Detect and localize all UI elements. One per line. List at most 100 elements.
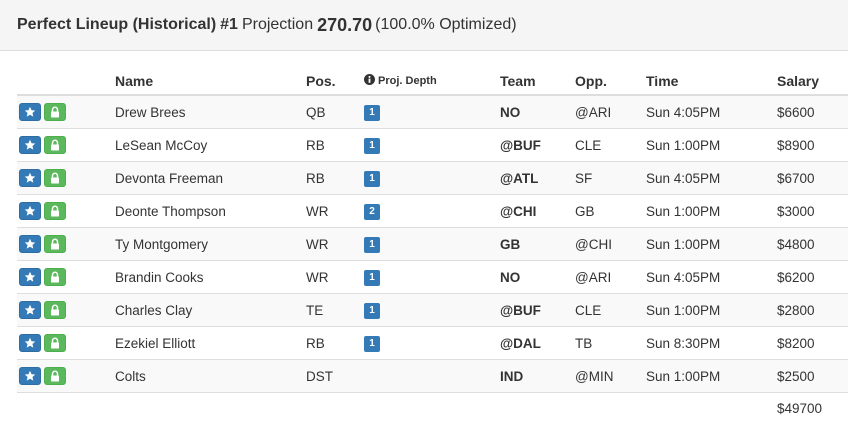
table-row: Ty Montgomery WR 1 GB @CHI Sun 1:00PM $4… <box>17 227 848 261</box>
player-opponent: GB <box>575 194 646 228</box>
star-icon <box>24 337 36 348</box>
game-time: Sun 8:30PM <box>646 326 777 360</box>
player-position: WR <box>306 194 364 228</box>
player-position: RB <box>306 326 364 360</box>
player-name: Colts <box>115 359 306 393</box>
player-salary: $6600 <box>777 95 848 129</box>
time-column-header[interactable]: Time <box>646 67 777 96</box>
lock-icon <box>51 106 59 118</box>
favorite-button[interactable] <box>19 202 41 220</box>
player-salary: $6200 <box>777 260 848 294</box>
player-position: WR <box>306 260 364 294</box>
game-time: Sun 1:00PM <box>646 227 777 261</box>
game-time: Sun 1:00PM <box>646 293 777 327</box>
favorite-button[interactable] <box>19 367 41 385</box>
lineup-table: Name Pos. Proj. Depth Team Opp. Time Sal… <box>17 67 848 423</box>
player-name: Ezekiel Elliott <box>115 326 306 360</box>
player-team: @BUF <box>500 293 575 327</box>
lock-button[interactable] <box>44 169 66 187</box>
player-team: @DAL <box>500 326 575 360</box>
depth-badge: 1 <box>364 237 380 253</box>
row-actions <box>17 95 115 129</box>
star-icon <box>24 139 36 150</box>
player-position: RB <box>306 161 364 195</box>
game-time: Sun 1:00PM <box>646 194 777 228</box>
player-team: GB <box>500 227 575 261</box>
player-depth-cell: 1 <box>364 260 500 294</box>
player-opponent: @MIN <box>575 359 646 393</box>
lock-icon <box>51 238 59 250</box>
player-opponent: CLE <box>575 293 646 327</box>
star-icon <box>24 370 36 381</box>
player-team: IND <box>500 359 575 393</box>
total-spacer <box>646 393 777 424</box>
table-row: Charles Clay TE 1 @BUF CLE Sun 1:00PM $2… <box>17 293 848 327</box>
favorite-button[interactable] <box>19 268 41 286</box>
total-spacer <box>306 393 364 424</box>
player-depth-cell: 2 <box>364 194 500 228</box>
salary-column-header[interactable]: Salary <box>777 67 848 96</box>
lineup-title: Perfect Lineup (Historical) <box>17 16 217 33</box>
table-row: Devonta Freeman RB 1 @ATL SF Sun 4:05PM … <box>17 161 848 195</box>
star-icon <box>24 172 36 183</box>
lineup-rank: #1 <box>220 16 238 33</box>
player-team: NO <box>500 95 575 129</box>
lock-button[interactable] <box>44 103 66 121</box>
player-salary: $6700 <box>777 161 848 195</box>
player-name: Ty Montgomery <box>115 227 306 261</box>
game-time: Sun 1:00PM <box>646 359 777 393</box>
player-name: Devonta Freeman <box>115 161 306 195</box>
team-column-header[interactable]: Team <box>500 67 575 96</box>
name-column-header[interactable]: Name <box>115 67 306 96</box>
player-depth-cell: 1 <box>364 128 500 162</box>
favorite-button[interactable] <box>19 235 41 253</box>
favorite-button[interactable] <box>19 334 41 352</box>
actions-column-header <box>17 67 115 96</box>
player-position: QB <box>306 95 364 129</box>
player-position: DST <box>306 359 364 393</box>
lock-button[interactable] <box>44 334 66 352</box>
lock-button[interactable] <box>44 268 66 286</box>
game-time: Sun 4:05PM <box>646 95 777 129</box>
total-spacer <box>115 393 306 424</box>
table-row: Ezekiel Elliott RB 1 @DAL TB Sun 8:30PM … <box>17 326 848 360</box>
player-salary: $3000 <box>777 194 848 228</box>
player-salary: $4800 <box>777 227 848 261</box>
total-spacer <box>575 393 646 424</box>
row-actions <box>17 194 115 228</box>
player-depth-cell: 1 <box>364 227 500 261</box>
lock-button[interactable] <box>44 235 66 253</box>
lock-button[interactable] <box>44 136 66 154</box>
favorite-button[interactable] <box>19 103 41 121</box>
player-salary: $2500 <box>777 359 848 393</box>
player-opponent: @CHI <box>575 227 646 261</box>
player-name: LeSean McCoy <box>115 128 306 162</box>
row-actions <box>17 161 115 195</box>
player-name: Brandin Cooks <box>115 260 306 294</box>
player-name: Drew Brees <box>115 95 306 129</box>
opp-column-header[interactable]: Opp. <box>575 67 646 96</box>
player-opponent: TB <box>575 326 646 360</box>
lock-button[interactable] <box>44 301 66 319</box>
player-position: TE <box>306 293 364 327</box>
depth-column-header[interactable]: Proj. Depth <box>364 67 500 96</box>
player-salary: $8900 <box>777 128 848 162</box>
info-icon[interactable] <box>364 73 375 88</box>
pos-column-header[interactable]: Pos. <box>306 67 364 96</box>
lock-button[interactable] <box>44 202 66 220</box>
depth-column-label: Proj. Depth <box>378 74 437 87</box>
table-row: Deonte Thompson WR 2 @CHI GB Sun 1:00PM … <box>17 194 848 228</box>
lock-icon <box>51 337 59 349</box>
row-actions <box>17 260 115 294</box>
game-time: Sun 4:05PM <box>646 260 777 294</box>
favorite-button[interactable] <box>19 169 41 187</box>
lock-icon <box>51 139 59 151</box>
favorite-button[interactable] <box>19 136 41 154</box>
game-time: Sun 4:05PM <box>646 161 777 195</box>
table-header-row: Name Pos. Proj. Depth Team Opp. Time Sal… <box>17 67 848 96</box>
projection-value: 270.70 <box>317 14 373 35</box>
player-name: Deonte Thompson <box>115 194 306 228</box>
favorite-button[interactable] <box>19 301 41 319</box>
lock-button[interactable] <box>44 367 66 385</box>
player-position: RB <box>306 128 364 162</box>
